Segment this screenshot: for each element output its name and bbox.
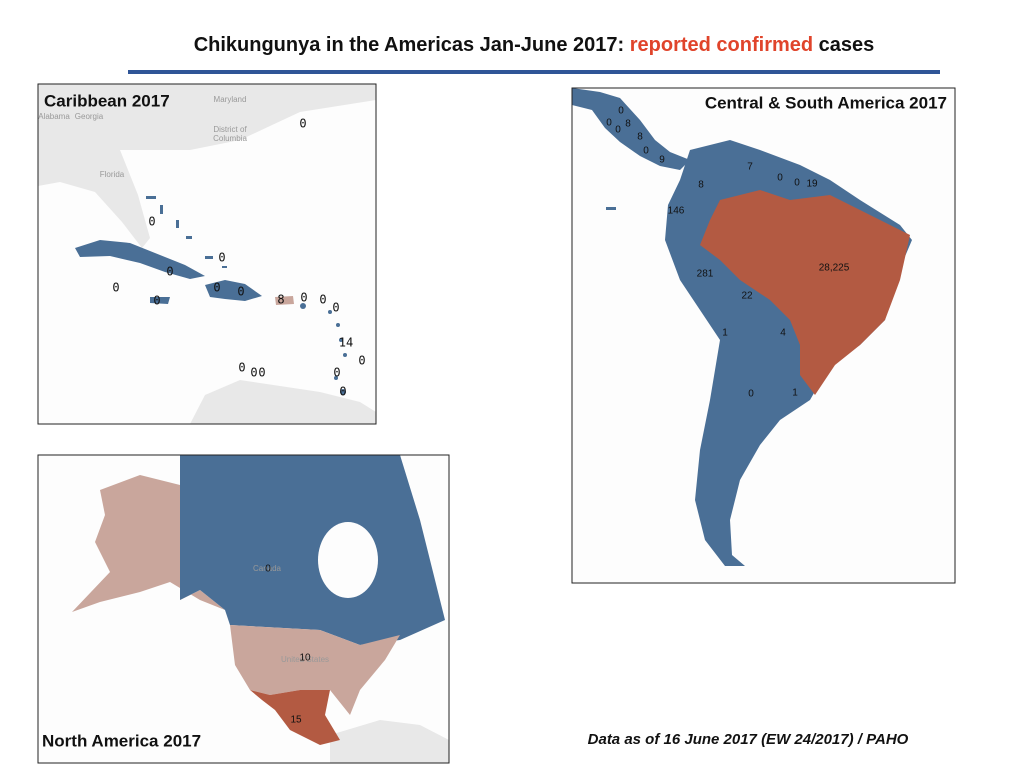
case-label: 0 <box>339 385 346 399</box>
case-label: 0 <box>333 366 340 380</box>
case-label: 0 <box>794 178 800 189</box>
case-label: 0 <box>265 564 271 575</box>
case-label: 22 <box>741 291 753 302</box>
panel-title: North America 2017 <box>42 731 201 750</box>
panel-frame <box>571 87 956 584</box>
case-label: 8 <box>277 293 284 307</box>
case-label: 0 <box>618 106 624 117</box>
case-label: 0 <box>358 354 365 368</box>
panel-frame <box>37 454 450 764</box>
title-part: cases <box>819 34 875 56</box>
case-label: 14 <box>339 336 353 350</box>
case-label: 1 <box>722 328 728 339</box>
case-label: 9 <box>659 155 665 166</box>
place-label: Alabama <box>38 112 70 121</box>
place-label: District of <box>213 125 247 134</box>
case-label: 0 <box>213 281 220 295</box>
panel-frame <box>37 83 377 425</box>
place-label: Florida <box>100 170 125 179</box>
case-label: 0 <box>319 293 326 307</box>
case-label: 0 <box>606 118 612 129</box>
case-label: 0 <box>218 251 225 265</box>
title-part: Chikungunya in the Americas Jan-June 201… <box>194 34 625 56</box>
case-label: 0 <box>153 294 160 308</box>
case-label: 0 <box>299 117 306 131</box>
case-label: 19 <box>806 179 818 190</box>
case-label: 146 <box>668 206 685 217</box>
slide-title: Chikungunya in the Americas Jan-June 201… <box>194 34 875 56</box>
case-label: 28,225 <box>819 263 850 274</box>
place-label: United States <box>281 655 329 664</box>
case-label: 0 <box>166 265 173 279</box>
footnote: Data as of 16 June 2017 (EW 24/2017) / P… <box>588 731 909 748</box>
place-label: Canada <box>253 564 282 573</box>
case-label: 0 <box>332 301 339 315</box>
panel-title: Central & South America 2017 <box>705 93 947 112</box>
case-label: 281 <box>697 269 714 280</box>
case-label: 0 <box>300 291 307 305</box>
case-label: 0 <box>112 281 119 295</box>
case-label: 8 <box>698 180 704 191</box>
case-label: 0 <box>148 215 155 229</box>
case-label: 0 <box>777 173 783 184</box>
case-label: 8 <box>637 132 643 143</box>
case-label: 0 <box>258 366 265 380</box>
place-label: Maryland <box>214 95 247 104</box>
caribbean-map <box>38 84 376 424</box>
case-label: 15 <box>290 715 302 726</box>
north-america-map <box>38 455 449 763</box>
place-label: Columbia <box>213 134 247 143</box>
case-label: 0 <box>238 361 245 375</box>
case-label: 1 <box>792 388 798 399</box>
case-label: 0 <box>643 146 649 157</box>
south-america-map <box>572 88 955 583</box>
case-label: 0 <box>237 285 244 299</box>
case-label: 4 <box>780 328 786 339</box>
case-label: 0 <box>748 389 754 400</box>
case-label: 0 <box>250 366 257 380</box>
panel-title: Caribbean 2017 <box>44 91 170 110</box>
case-label: 8 <box>625 119 631 130</box>
case-label: 10 <box>299 653 311 664</box>
title-highlight: reported confirmed <box>630 34 813 56</box>
place-label: Georgia <box>75 112 104 121</box>
case-label: 0 <box>615 125 621 136</box>
case-label: 7 <box>747 162 753 173</box>
